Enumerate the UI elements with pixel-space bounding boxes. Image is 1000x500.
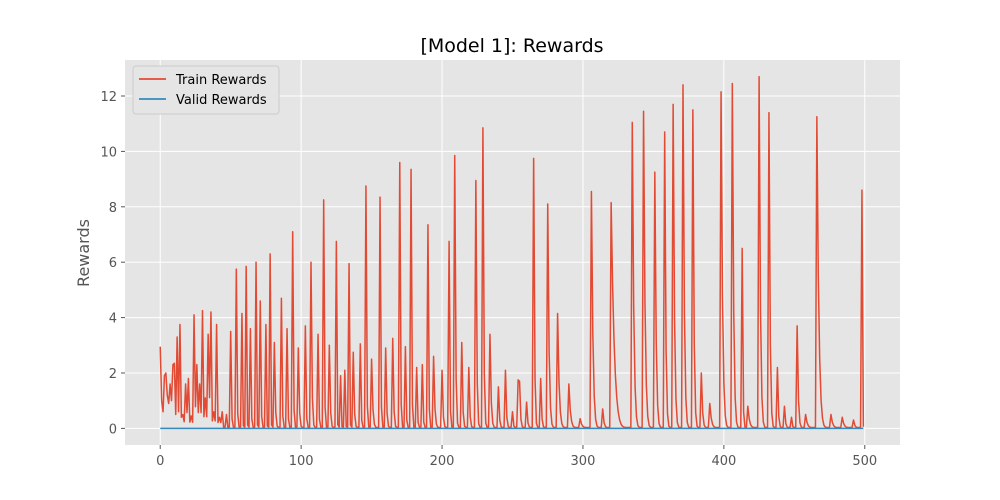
legend-label-valid-rewards: Valid Rewards	[176, 93, 267, 108]
x-axis-ticks: 0 100 200 300 400 500	[156, 445, 877, 469]
legend-box	[132, 65, 280, 115]
y-axis-ticks: 0 2 4 6 8 10 12	[100, 90, 125, 437]
y-tick-label: 8	[109, 201, 117, 216]
legend-label-train-rewards: Train Rewards	[175, 73, 267, 88]
y-tick-label: 10	[100, 145, 117, 160]
y-axis-label: Rewards	[74, 219, 93, 287]
series-line-train-rewards	[159, 75, 865, 429]
x-tick-label: 400	[711, 454, 736, 469]
x-tick-label: 200	[430, 454, 455, 469]
y-tick-label: 4	[109, 312, 117, 327]
x-tick-label: 500	[852, 454, 877, 469]
legend: Train Rewards Valid Rewards	[132, 65, 280, 115]
chart-title: [Model 1]: Rewards	[420, 35, 603, 57]
series-lines	[159, 75, 865, 430]
x-tick-label: 100	[289, 454, 314, 469]
y-tick-label: 0	[109, 422, 117, 437]
x-tick-label: 300	[571, 454, 596, 469]
y-tick-label: 2	[109, 367, 117, 382]
x-tick-label: 0	[156, 454, 164, 469]
y-tick-label: 6	[109, 256, 117, 271]
y-tick-label: 12	[100, 90, 117, 105]
